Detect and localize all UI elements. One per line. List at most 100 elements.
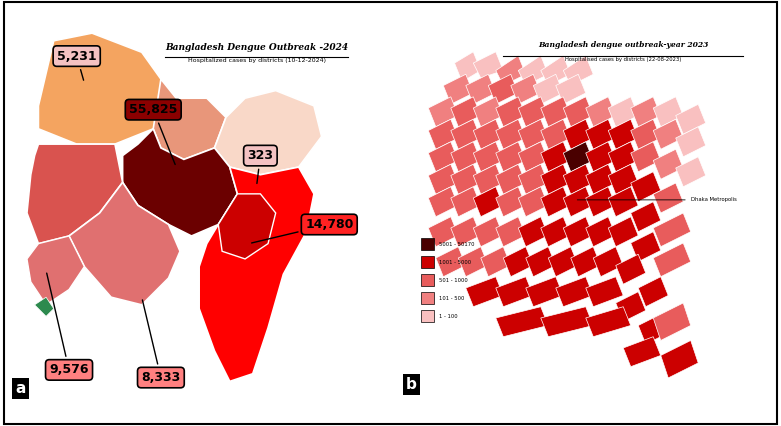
Polygon shape xyxy=(428,187,458,217)
Polygon shape xyxy=(540,142,571,172)
Polygon shape xyxy=(34,297,54,317)
Polygon shape xyxy=(586,187,615,217)
Polygon shape xyxy=(623,337,661,367)
Polygon shape xyxy=(631,172,661,202)
Polygon shape xyxy=(496,307,548,337)
Polygon shape xyxy=(444,74,473,104)
Text: a: a xyxy=(16,381,26,396)
Polygon shape xyxy=(631,119,661,149)
Polygon shape xyxy=(27,144,123,244)
Polygon shape xyxy=(451,217,481,247)
Polygon shape xyxy=(540,55,571,86)
Polygon shape xyxy=(473,119,503,149)
Polygon shape xyxy=(540,307,594,337)
Polygon shape xyxy=(496,55,526,86)
Text: b: b xyxy=(406,377,417,392)
Polygon shape xyxy=(661,340,698,378)
Polygon shape xyxy=(455,52,481,82)
Polygon shape xyxy=(436,247,465,277)
Polygon shape xyxy=(563,119,594,149)
Polygon shape xyxy=(519,119,548,149)
Text: Hospitalized cases by districts (10-12-2024): Hospitalized cases by districts (10-12-2… xyxy=(187,58,326,63)
Polygon shape xyxy=(586,277,623,307)
Polygon shape xyxy=(533,74,563,104)
Text: 1 - 100: 1 - 100 xyxy=(439,314,458,319)
Text: 8,333: 8,333 xyxy=(141,300,180,384)
Polygon shape xyxy=(27,236,84,305)
Polygon shape xyxy=(519,142,548,172)
Polygon shape xyxy=(608,142,638,172)
Polygon shape xyxy=(526,277,563,307)
Polygon shape xyxy=(563,187,594,217)
Text: Dhaka Metropolis: Dhaka Metropolis xyxy=(577,197,736,202)
Polygon shape xyxy=(473,142,503,172)
Polygon shape xyxy=(638,314,669,344)
Polygon shape xyxy=(540,164,571,194)
Polygon shape xyxy=(473,187,503,217)
Polygon shape xyxy=(199,167,314,381)
Bar xyxy=(421,238,434,250)
Polygon shape xyxy=(526,247,556,277)
Text: 1001 - 5000: 1001 - 5000 xyxy=(439,259,471,265)
Polygon shape xyxy=(218,194,276,259)
Polygon shape xyxy=(653,183,683,213)
Polygon shape xyxy=(631,97,661,127)
Polygon shape xyxy=(631,202,661,232)
Polygon shape xyxy=(428,164,458,194)
Polygon shape xyxy=(428,142,458,172)
Polygon shape xyxy=(465,74,496,104)
Polygon shape xyxy=(586,217,615,247)
Polygon shape xyxy=(496,277,533,307)
Polygon shape xyxy=(653,119,683,149)
Polygon shape xyxy=(540,217,571,247)
Polygon shape xyxy=(473,97,503,127)
Polygon shape xyxy=(586,119,615,149)
Polygon shape xyxy=(488,74,519,104)
Bar xyxy=(421,310,434,322)
Polygon shape xyxy=(563,55,594,86)
Polygon shape xyxy=(563,217,594,247)
Polygon shape xyxy=(496,217,526,247)
Polygon shape xyxy=(473,217,503,247)
Polygon shape xyxy=(519,187,548,217)
Polygon shape xyxy=(496,97,526,127)
Polygon shape xyxy=(653,149,683,179)
Bar xyxy=(421,256,434,268)
Polygon shape xyxy=(428,119,458,149)
Bar xyxy=(421,292,434,305)
Text: 501 - 1000: 501 - 1000 xyxy=(439,278,468,282)
Polygon shape xyxy=(519,217,548,247)
Text: 5001 - 50170: 5001 - 50170 xyxy=(439,242,474,247)
Text: 9,576: 9,576 xyxy=(47,273,89,377)
Polygon shape xyxy=(586,307,631,337)
Polygon shape xyxy=(676,157,706,187)
Polygon shape xyxy=(38,33,177,144)
Polygon shape xyxy=(519,97,548,127)
Polygon shape xyxy=(465,277,503,307)
Polygon shape xyxy=(631,232,661,262)
Polygon shape xyxy=(451,97,481,127)
Polygon shape xyxy=(451,164,481,194)
Polygon shape xyxy=(473,164,503,194)
Polygon shape xyxy=(548,247,578,277)
Polygon shape xyxy=(586,142,615,172)
Text: Bangladesh dengue outbreak-year 2023: Bangladesh dengue outbreak-year 2023 xyxy=(538,40,708,49)
Polygon shape xyxy=(428,97,458,127)
Polygon shape xyxy=(676,127,706,157)
Polygon shape xyxy=(451,119,481,149)
Polygon shape xyxy=(428,217,458,247)
Polygon shape xyxy=(653,97,683,127)
Text: 101 - 500: 101 - 500 xyxy=(439,296,464,301)
Polygon shape xyxy=(503,247,533,277)
Polygon shape xyxy=(563,164,594,194)
Polygon shape xyxy=(653,303,690,340)
Polygon shape xyxy=(451,187,481,217)
Text: 14,780: 14,780 xyxy=(251,218,354,243)
Polygon shape xyxy=(153,79,226,159)
Polygon shape xyxy=(594,247,623,277)
Polygon shape xyxy=(481,247,511,277)
Polygon shape xyxy=(540,97,571,127)
Polygon shape xyxy=(496,142,526,172)
Polygon shape xyxy=(563,97,594,127)
Polygon shape xyxy=(653,213,690,247)
